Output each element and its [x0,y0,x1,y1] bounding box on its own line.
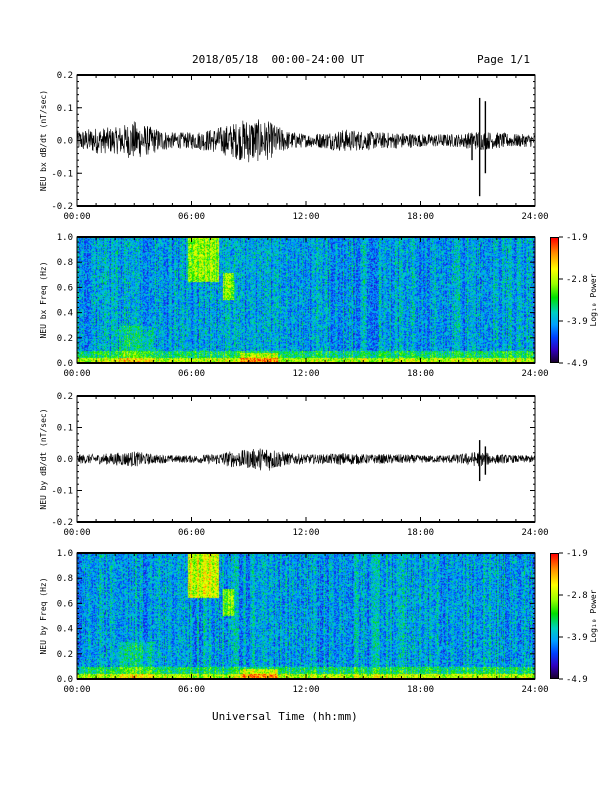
bx-spectrogram [77,237,535,363]
series-0 [76,97,536,197]
x-axis-label: Universal Time (hh:mm) [212,710,358,723]
date-range-title: 2018/05/18 00:00-24:00 UT [192,53,365,66]
bx-colorbar [550,237,559,363]
dbdt-trace [76,119,536,163]
series-2 [76,440,536,482]
dbdt-trace [76,448,536,471]
by-colorbar [550,553,559,679]
by-spectrogram [77,553,535,679]
page-indicator: Page 1/1 [477,53,530,66]
